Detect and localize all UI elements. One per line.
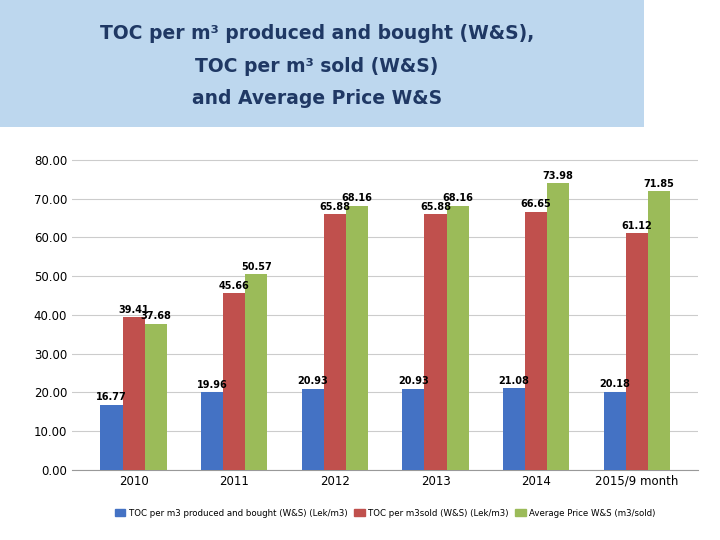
Bar <box>626 233 648 470</box>
Bar <box>446 206 469 470</box>
Text: 61.12: 61.12 <box>621 221 652 231</box>
Text: 37.68: 37.68 <box>140 312 171 321</box>
Bar <box>603 392 626 470</box>
Text: 66.65: 66.65 <box>521 199 552 209</box>
Bar <box>525 212 547 470</box>
Text: TOC per m³ sold (W&S): TOC per m³ sold (W&S) <box>195 57 438 76</box>
Text: TOC per m³ produced and bought (W&S),: TOC per m³ produced and bought (W&S), <box>99 24 534 43</box>
Text: 19.96: 19.96 <box>197 380 228 390</box>
Text: 20.18: 20.18 <box>599 379 630 389</box>
Text: 50.57: 50.57 <box>241 261 271 272</box>
Text: 20.93: 20.93 <box>297 376 328 386</box>
Bar <box>503 388 525 470</box>
Bar <box>402 389 424 470</box>
Text: 20.93: 20.93 <box>398 376 428 386</box>
Text: 65.88: 65.88 <box>420 202 451 212</box>
Bar <box>324 214 346 470</box>
Text: and Average Price W&S: and Average Price W&S <box>192 89 442 108</box>
Bar <box>201 393 223 470</box>
Bar <box>648 191 670 470</box>
Text: 21.08: 21.08 <box>498 376 529 386</box>
Bar <box>346 206 368 470</box>
Bar <box>547 183 570 470</box>
Text: 71.85: 71.85 <box>644 179 675 189</box>
Text: 45.66: 45.66 <box>219 280 250 291</box>
Bar <box>223 293 246 470</box>
Text: 73.98: 73.98 <box>543 171 574 181</box>
Text: 68.16: 68.16 <box>341 193 372 204</box>
Bar <box>246 274 268 470</box>
Legend: TOC per m3 produced and bought (W&S) (Lek/m3), TOC per m3sold (W&S) (Lek/m3), Av: TOC per m3 produced and bought (W&S) (Le… <box>112 505 659 521</box>
Bar <box>302 389 324 470</box>
Text: 68.16: 68.16 <box>442 193 473 204</box>
Text: 65.88: 65.88 <box>320 202 351 212</box>
Bar <box>424 214 446 470</box>
Bar <box>145 324 167 470</box>
Bar <box>101 405 122 470</box>
Bar <box>122 317 145 470</box>
Text: 39.41: 39.41 <box>118 305 149 315</box>
Text: 16.77: 16.77 <box>96 393 127 402</box>
